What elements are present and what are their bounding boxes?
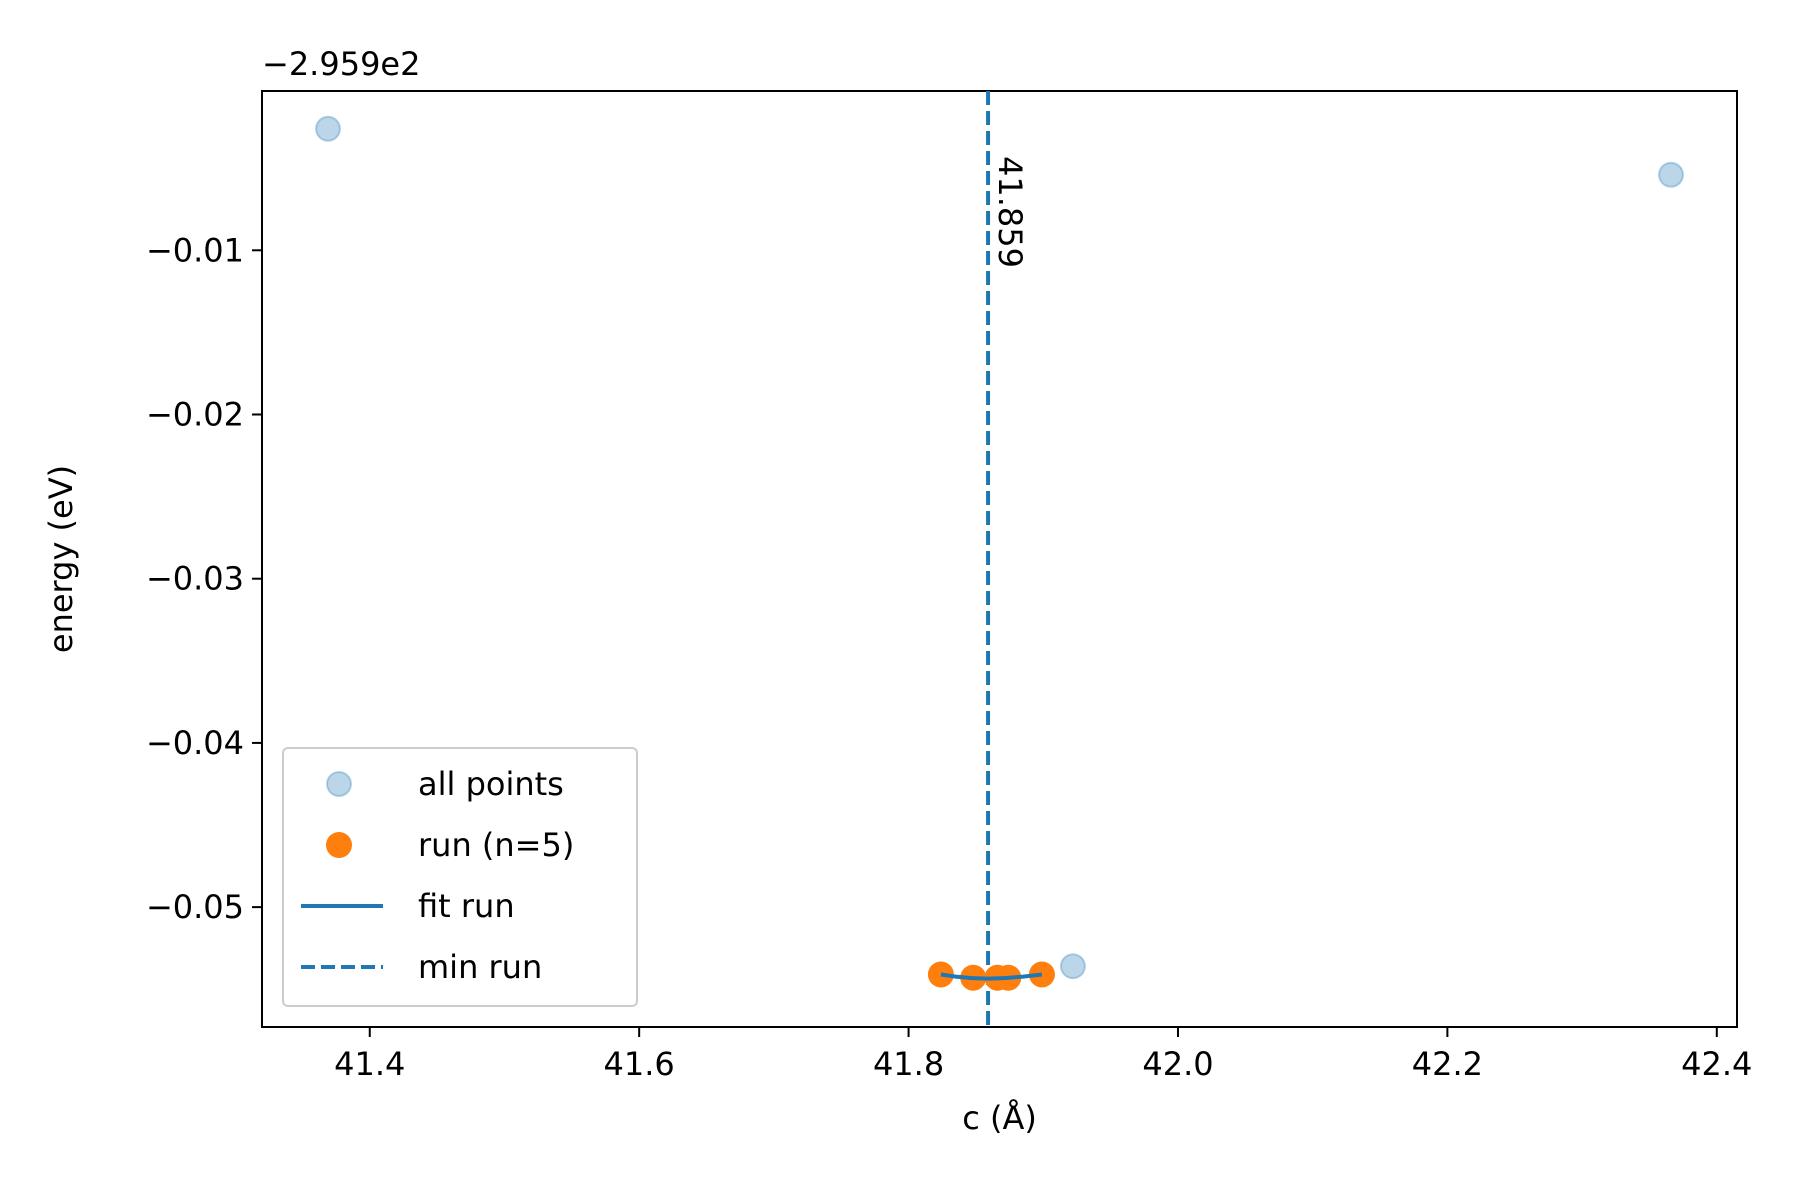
x-axis-label: c (Å) [962,1099,1037,1137]
all-points-marker [315,115,342,142]
legend-box [282,747,638,1007]
y-tick-label: −0.04 [146,724,244,762]
x-tick-label: 42.0 [1142,1045,1213,1083]
legend-label: all points [418,765,564,803]
plot-area [261,90,1738,1028]
y-tick-label: −0.01 [146,231,244,269]
y-tick-label: −0.03 [146,560,244,598]
y-tick-label: −0.05 [146,888,244,926]
legend: all points run (n=5) fit run min run [282,747,638,1007]
y-axis-label: energy (eV) [42,465,80,653]
x-axis-ticks: 41.4 41.6 41.8 42.0 42.2 42.4 [334,1027,1752,1083]
all-points-marker [1059,953,1086,980]
series-layer: 41.859 [315,91,1684,1027]
run-point-marker [1028,961,1055,988]
y-axis-offset-label: −2.959e2 [262,45,420,83]
run-point-marker [927,961,954,988]
legend-run-marker [326,832,352,858]
x-tick-label: 41.6 [604,1045,675,1083]
fit-run-line [940,972,1043,981]
min-value-annotation: 41.859 [991,156,1029,268]
x-tick-label: 41.8 [873,1045,944,1083]
legend-label: min run [418,948,542,986]
x-tick-label: 41.4 [334,1045,405,1083]
series-group [315,91,1684,1027]
legend-label: fit run [418,887,515,925]
x-tick-label: 42.2 [1412,1045,1483,1083]
all-points-marker [1657,161,1684,188]
legend-label: run (n=5) [418,826,574,864]
legend-all-points-marker [326,771,352,797]
x-tick-label: 42.4 [1681,1045,1752,1083]
y-axis-ticks: −0.01 −0.02 −0.03 −0.04 −0.05 [146,231,262,926]
y-tick-label: −0.02 [146,395,244,433]
